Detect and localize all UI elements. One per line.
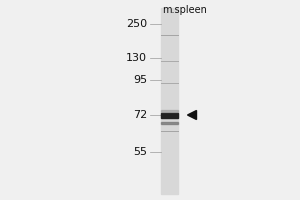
Bar [161,122,178,124]
Text: 250: 250 [126,19,147,29]
Bar [161,112,178,117]
Text: 72: 72 [133,110,147,120]
Text: 130: 130 [126,53,147,63]
Text: 55: 55 [133,147,147,157]
Text: 95: 95 [133,75,147,85]
Polygon shape [188,110,196,119]
Text: m.spleen: m.spleen [162,5,207,15]
Bar [161,110,178,112]
Bar [161,8,178,194]
